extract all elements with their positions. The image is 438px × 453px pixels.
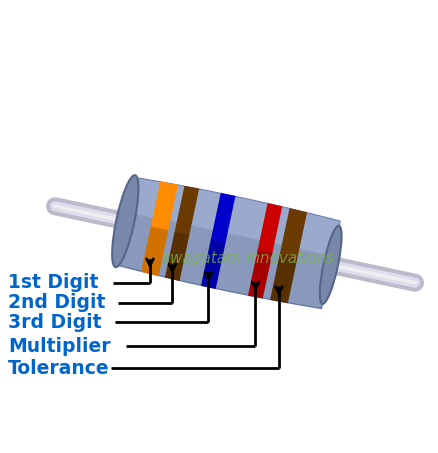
Polygon shape <box>141 226 168 276</box>
Ellipse shape <box>320 226 342 304</box>
Text: 2nd Digit: 2nd Digit <box>8 294 106 313</box>
Polygon shape <box>270 254 297 303</box>
Polygon shape <box>116 178 340 308</box>
Ellipse shape <box>112 175 138 267</box>
Polygon shape <box>270 208 307 303</box>
Polygon shape <box>248 249 272 299</box>
Polygon shape <box>165 231 189 281</box>
Text: 1st Digit: 1st Digit <box>8 274 99 293</box>
Polygon shape <box>248 203 282 299</box>
Text: Tolerance: Tolerance <box>8 358 110 377</box>
Text: 3rd Digit: 3rd Digit <box>8 313 102 332</box>
Polygon shape <box>201 239 226 289</box>
Polygon shape <box>127 178 340 256</box>
Polygon shape <box>201 193 236 289</box>
Text: Multiplier: Multiplier <box>8 337 111 356</box>
Polygon shape <box>165 186 199 281</box>
Polygon shape <box>141 181 178 276</box>
Text: swagatam innovations: swagatam innovations <box>162 251 334 265</box>
